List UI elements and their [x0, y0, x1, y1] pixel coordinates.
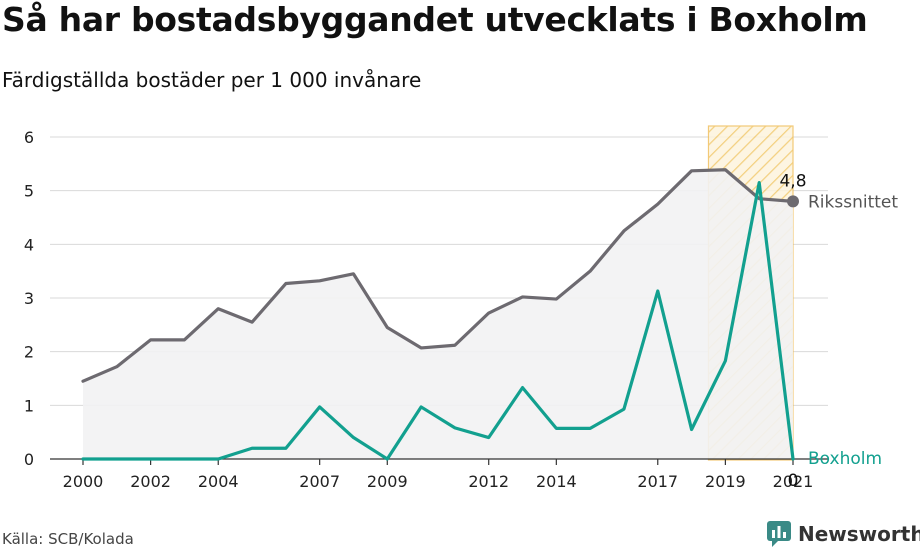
x-tick-label: 2021 [773, 472, 814, 491]
newsworthy-logo-text: Newsworthy [798, 522, 920, 546]
y-tick-label: 5 [24, 182, 34, 201]
x-tick-label: 2017 [637, 472, 678, 491]
x-tick-label: 2000 [63, 472, 104, 491]
y-tick-label: 6 [24, 128, 34, 147]
chart-subtitle: Färdigställda bostäder per 1 000 invånar… [2, 68, 422, 92]
x-tick-label: 2002 [130, 472, 171, 491]
y-tick-label: 4 [24, 235, 34, 254]
x-tick-label: 2004 [198, 472, 239, 491]
newsworthy-logo: Newsworthy [766, 520, 920, 548]
chart-title: Så har bostadsbyggandet utvecklats i Box… [2, 0, 868, 39]
boxholm-end-value-label: 0 [788, 471, 799, 491]
x-tick-label: 2014 [536, 472, 577, 491]
riks-end-value-label: 4,8 [779, 171, 806, 191]
x-tick-label: 2019 [705, 472, 746, 491]
riks-series-label: Rikssnittet [808, 192, 898, 212]
source-note: Källa: SCB/Kolada [2, 530, 134, 548]
y-tick-label: 3 [24, 289, 34, 308]
x-tick-label: 2009 [367, 472, 408, 491]
series-line-rikssnittet [81, 168, 795, 383]
boxholm-series-label: Boxholm [808, 449, 882, 469]
newsworthy-logo-icon [767, 521, 791, 547]
y-tick-label: 0 [24, 450, 34, 469]
y-tick-label: 1 [24, 396, 34, 415]
x-tick-label: 2012 [468, 472, 509, 491]
series-line-boxholm [81, 181, 795, 461]
riks-end-point [787, 195, 799, 208]
y-tick-label: 2 [24, 343, 34, 362]
x-tick-label: 2007 [299, 472, 340, 491]
